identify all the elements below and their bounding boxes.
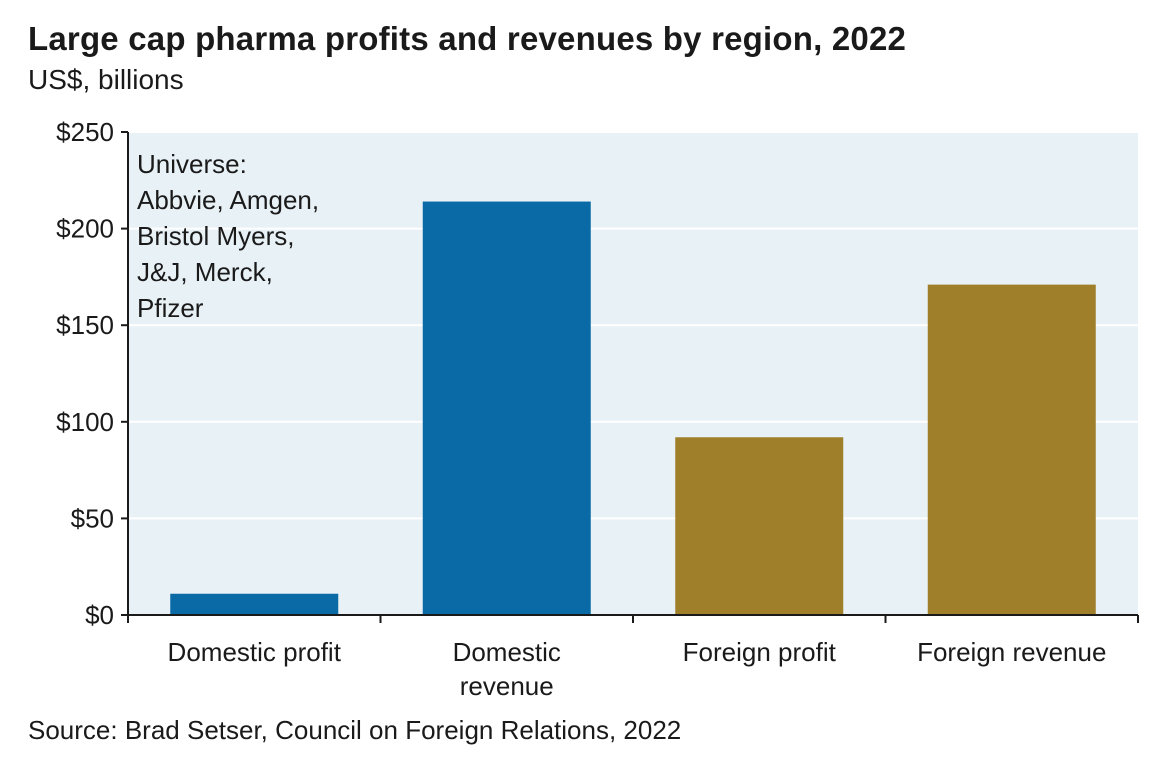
y-tick-label: $0 xyxy=(85,600,114,630)
y-tick-label: $50 xyxy=(71,503,114,533)
bar-domestic-revenue xyxy=(422,201,591,615)
x-category-label: Foreign revenue xyxy=(917,637,1106,667)
x-category-label: revenue xyxy=(460,671,554,701)
y-tick-label: $250 xyxy=(56,117,114,147)
annotation-line: Pfizer xyxy=(137,293,204,323)
y-axis-tick-labels: $0 $50 $100 $150 $200 $250 xyxy=(56,117,114,630)
annotation-line: J&J, Merck, xyxy=(137,257,273,287)
bar-foreign-revenue xyxy=(927,284,1096,615)
annotation-line: Bristol Myers, xyxy=(137,221,294,251)
universe-annotation: Universe: Abbvie, Amgen, Bristol Myers, J&J… xyxy=(137,149,319,323)
x-axis-category-labels: Domestic profit Domestic revenue Foreign pr… xyxy=(168,637,1107,701)
x-category-label: Foreign profit xyxy=(683,637,837,667)
y-tick-label: $100 xyxy=(56,407,114,437)
chart-subtitle: US$, billions xyxy=(28,64,184,95)
bars xyxy=(170,201,1096,615)
x-category-label: Domestic xyxy=(453,637,561,667)
axes xyxy=(121,131,1139,623)
chart-title: Large cap pharma profits and revenues by… xyxy=(28,20,907,57)
y-tick-label: $200 xyxy=(56,214,114,244)
x-category-label: Domestic profit xyxy=(168,637,342,667)
bar-domestic-profit xyxy=(170,593,339,615)
bar-foreign-profit xyxy=(675,437,844,615)
source-note: Source: Brad Setser, Council on Foreign … xyxy=(28,715,682,745)
annotation-line: Universe: xyxy=(137,149,247,179)
annotation-line: Abbvie, Amgen, xyxy=(137,185,319,215)
y-tick-label: $150 xyxy=(56,310,114,340)
